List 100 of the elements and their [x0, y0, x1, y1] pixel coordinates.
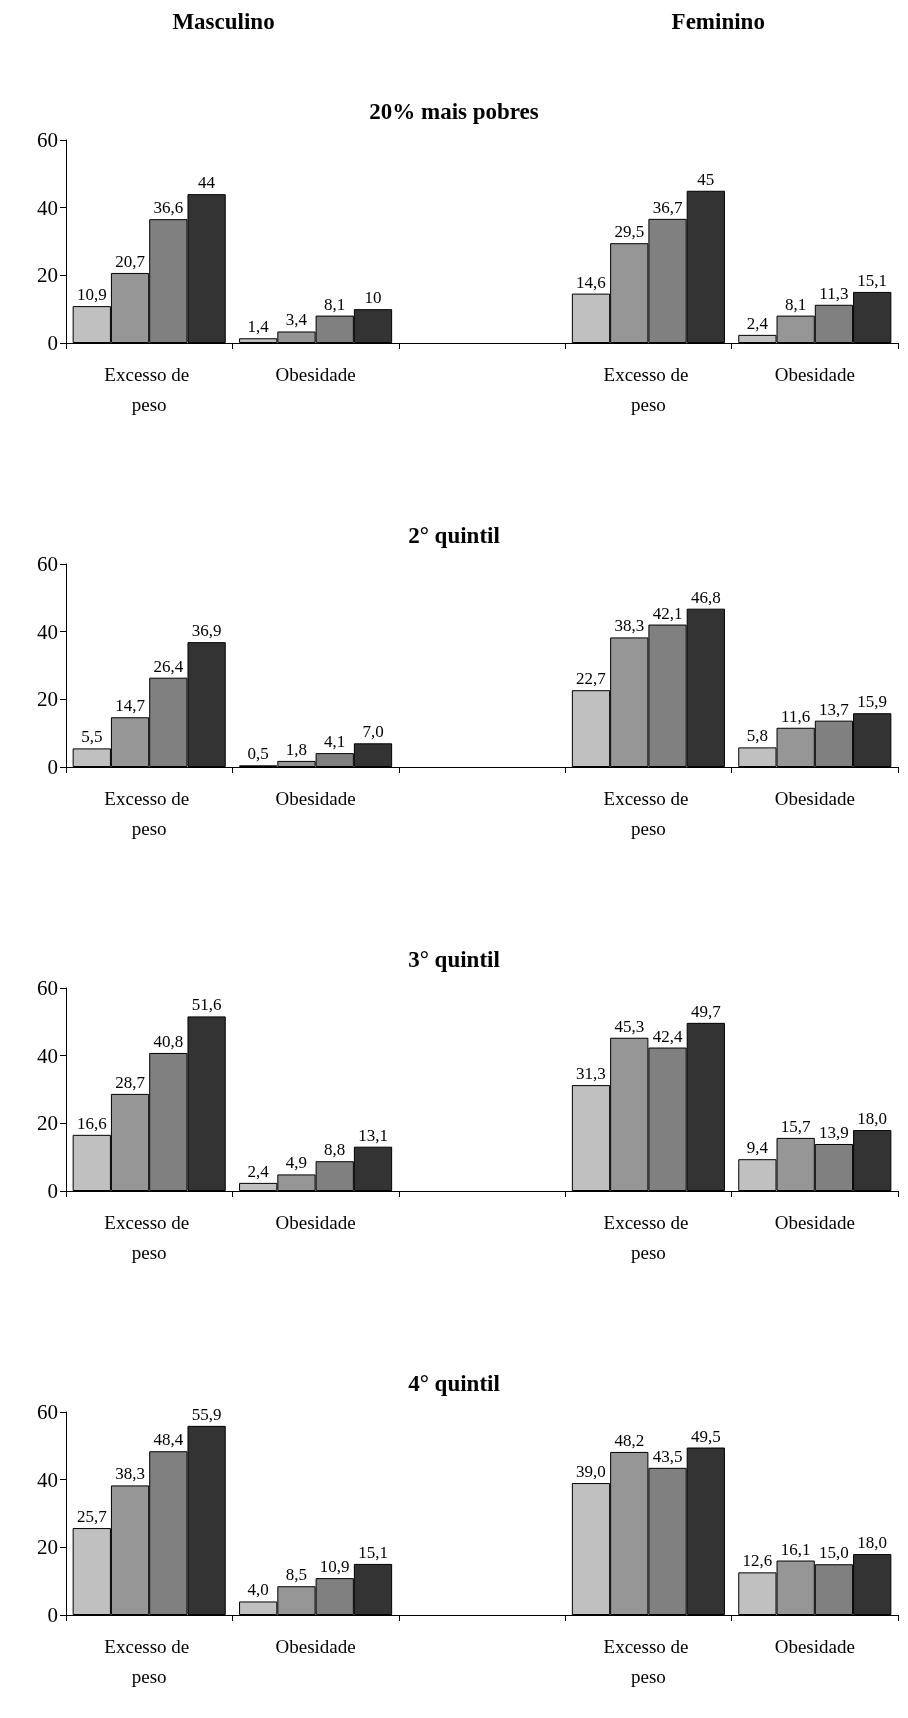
x-tick-label: Excesso de peso [104, 363, 195, 415]
y-tick-label: 40 [37, 1043, 58, 1068]
x-tick-label: Obesidade [275, 787, 356, 809]
data-label: 13,1 [358, 1125, 388, 1145]
data-label: 15,9 [857, 692, 888, 712]
data-label: 49,7 [690, 1001, 722, 1021]
data-label: 29,5 [614, 222, 645, 242]
data-label: 46,8 [690, 587, 721, 607]
data-label: 5,5 [81, 727, 103, 747]
text: Masculino [172, 9, 275, 34]
data-label: 0,5 [247, 744, 269, 764]
data-label: 8,8 [324, 1140, 346, 1160]
data-label: 31,3 [576, 1064, 606, 1084]
x-tick-label: Excesso de peso [603, 1635, 694, 1687]
data-label: 25,7 [76, 1507, 108, 1527]
data-label: 3,4 [285, 310, 308, 330]
x-tick-label: Obesidade [275, 1211, 356, 1233]
y-tick-label: 60 [37, 128, 58, 152]
data-label: 18,0 [857, 1109, 888, 1129]
y-tick-label: 0 [47, 1603, 58, 1627]
y-tick-label: 20 [37, 1111, 58, 1136]
text: Feminino [671, 9, 765, 34]
data-label: 16,1 [780, 1539, 811, 1559]
data-label: 28,7 [115, 1072, 146, 1092]
data-label: 10 [364, 288, 382, 308]
x-tick-label: Obesidade [774, 1211, 855, 1233]
data-label: 43,5 [652, 1446, 683, 1466]
data-label: 14,6 [576, 272, 606, 292]
x-tick-label: Excesso de peso [603, 363, 694, 415]
data-label: 45 [697, 169, 715, 189]
y-tick-label: 20 [37, 1535, 58, 1560]
y-tick-label: 40 [37, 1467, 58, 1492]
data-label: 42,4 [652, 1026, 683, 1046]
chart-title: 2° quintil [408, 523, 500, 548]
y-tick-label: 60 [37, 976, 58, 1000]
data-label: 4,1 [324, 732, 346, 752]
y-tick-label: 0 [47, 331, 58, 355]
x-tick-label: Excesso de peso [104, 1635, 195, 1687]
data-label: 8,1 [324, 294, 346, 314]
x-tick-label: Excesso de peso [603, 787, 694, 839]
data-label: 15,0 [819, 1543, 849, 1563]
data-label: 40,8 [153, 1031, 184, 1051]
data-label: 8,5 [285, 1565, 308, 1585]
y-tick-label: 60 [37, 1400, 58, 1424]
x-tick-label: Obesidade [774, 787, 855, 809]
x-tick-label: Obesidade [275, 363, 356, 385]
data-label: 36,6 [153, 198, 184, 218]
data-label: 2,4 [746, 313, 769, 333]
data-label: 36,9 [191, 621, 222, 641]
data-label: 11,6 [781, 706, 811, 726]
data-label: 1,4 [247, 317, 270, 337]
y-tick-label: 40 [37, 619, 58, 644]
data-label: 14,7 [115, 696, 146, 716]
data-label: 12,6 [742, 1551, 773, 1571]
data-label: 38,3 [614, 616, 645, 636]
data-label: 4,0 [247, 1580, 269, 1600]
data-label: 39,0 [576, 1462, 606, 1482]
x-tick-label: Excesso de peso [104, 1211, 195, 1263]
y-tick-label: 0 [47, 755, 58, 779]
data-label: 10,9 [76, 285, 107, 305]
x-tick-label: Excesso de peso [603, 1211, 694, 1263]
data-label: 11,3 [819, 283, 849, 303]
x-tick-label: Excesso de peso [104, 787, 195, 839]
data-label: 36,7 [652, 197, 683, 217]
data-label: 15,1 [857, 270, 888, 290]
chart-title: 4° quintil [408, 1371, 500, 1396]
data-label: 55,9 [191, 1404, 222, 1424]
data-label: 51,6 [191, 995, 222, 1015]
data-label: 49,5 [690, 1426, 721, 1446]
data-label: 4,9 [285, 1153, 308, 1173]
data-label: 7,0 [362, 722, 384, 742]
data-label: 15,1 [358, 1542, 388, 1562]
x-tick-label: Obesidade [275, 1635, 356, 1657]
chart-title: 3° quintil [408, 947, 500, 972]
data-label: 13,7 [819, 699, 850, 719]
data-label: 18,0 [857, 1533, 888, 1553]
y-tick-label: 40 [37, 195, 58, 220]
data-label: 9,4 [746, 1138, 769, 1158]
y-tick-label: 0 [47, 1179, 58, 1203]
x-tick-label: Obesidade [774, 363, 855, 385]
data-label: 48,4 [153, 1430, 184, 1450]
y-tick-label: 60 [37, 552, 58, 576]
data-label: 26,4 [153, 656, 184, 676]
data-label: 48,2 [614, 1430, 645, 1450]
data-label: 38,3 [115, 1464, 145, 1484]
data-label: 5,8 [746, 726, 769, 746]
data-label: 15,7 [780, 1116, 812, 1136]
data-label: 44 [198, 173, 216, 193]
y-tick-label: 20 [37, 687, 58, 712]
data-label: 45,3 [614, 1016, 645, 1036]
data-label: 8,1 [785, 294, 807, 314]
data-label: 22,7 [576, 669, 607, 689]
data-label: 42,1 [652, 603, 683, 623]
data-label: 20,7 [115, 251, 146, 271]
data-label: 1,8 [285, 739, 308, 759]
data-label: 2,4 [247, 1161, 270, 1181]
x-tick-label: Obesidade [774, 1635, 855, 1657]
data-label: 10,9 [319, 1557, 350, 1577]
data-label: 13,9 [819, 1122, 849, 1142]
chart-title: 20% mais pobres [369, 99, 539, 124]
